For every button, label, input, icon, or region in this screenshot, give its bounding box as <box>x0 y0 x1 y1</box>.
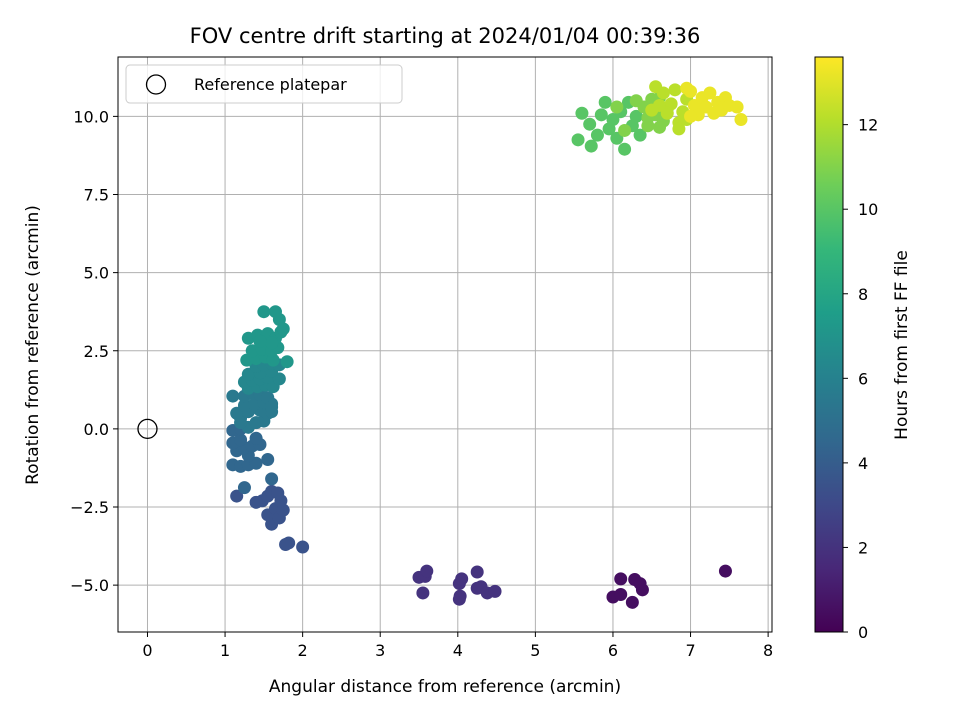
data-points <box>226 80 748 609</box>
colorbar-frame <box>814 56 844 633</box>
data-point <box>598 95 612 109</box>
grid <box>118 57 772 632</box>
data-point <box>265 336 279 350</box>
data-point <box>488 584 502 598</box>
data-point <box>656 86 670 100</box>
data-point <box>718 564 732 578</box>
x-tick-label: 4 <box>453 641 463 660</box>
colorbar-tick-label: 6 <box>858 369 868 388</box>
y-tick-label: 0.0 <box>84 420 109 439</box>
data-point <box>653 120 667 134</box>
data-point <box>684 109 698 123</box>
colorbar-tick-label: 4 <box>858 454 868 473</box>
data-point <box>703 86 717 100</box>
legend: Reference platepar <box>125 64 403 104</box>
data-point <box>618 123 632 137</box>
x-axis-label: Angular distance from reference (arcmin) <box>269 677 621 697</box>
y-axis-label: Rotation from reference (arcmin) <box>23 205 43 485</box>
data-point <box>416 586 430 600</box>
y-tick-label: 2.5 <box>84 342 109 361</box>
data-point <box>629 109 643 123</box>
y-axis-ticks: −5.0 −2.5 0.0 2.5 5.0 7.5 10.0 <box>70 107 118 595</box>
data-point <box>257 305 271 319</box>
y-tick-label: 5.0 <box>84 264 109 283</box>
plot-frame <box>117 56 773 633</box>
colorbar: 0 2 4 6 8 10 12 Hours from first FF file <box>814 56 912 642</box>
data-point <box>571 133 585 147</box>
colorbar-label: Hours from first FF file <box>892 250 912 440</box>
x-tick-label: 0 <box>142 641 152 660</box>
data-point <box>245 344 259 358</box>
data-point <box>614 588 628 601</box>
x-tick-label: 7 <box>685 641 695 660</box>
chart-title: FOV centre drift starting at 2024/01/04 … <box>190 24 701 48</box>
colorbar-tick-label: 12 <box>858 116 878 135</box>
data-point <box>633 128 647 142</box>
x-tick-label: 3 <box>375 641 385 660</box>
data-point <box>645 103 659 117</box>
colorbar-tick-label: 10 <box>858 200 878 219</box>
y-tick-label: 7.5 <box>84 186 109 205</box>
data-point <box>575 106 589 120</box>
data-point <box>594 108 608 122</box>
data-point <box>618 142 632 156</box>
data-point <box>265 472 279 486</box>
data-point <box>420 564 434 578</box>
data-point <box>455 572 469 586</box>
data-point <box>452 592 466 606</box>
y-tick-label: −5.0 <box>70 576 109 595</box>
data-point <box>583 117 597 131</box>
data-point <box>584 139 598 153</box>
data-point <box>249 495 263 509</box>
data-point <box>635 583 649 597</box>
colorbar-tick-label: 2 <box>858 538 868 557</box>
data-point <box>470 565 484 579</box>
data-point <box>590 128 604 142</box>
data-point <box>237 398 251 412</box>
colorbar-ticks: 0 2 4 6 8 10 12 <box>843 116 878 642</box>
y-tick-label: 10.0 <box>73 107 109 126</box>
data-point <box>261 453 275 466</box>
data-point <box>734 113 748 126</box>
legend-box <box>125 64 403 104</box>
data-point <box>672 122 686 136</box>
data-point <box>253 334 267 348</box>
data-point <box>280 355 294 369</box>
data-point <box>730 100 744 114</box>
data-point <box>296 540 310 554</box>
x-tick-label: 2 <box>298 641 308 660</box>
data-point <box>629 94 643 108</box>
reference-platepar-marker <box>137 418 158 440</box>
colorbar-tick-label: 8 <box>858 285 868 304</box>
reference-marker-layer <box>137 418 158 440</box>
legend-marker-icon <box>145 74 167 95</box>
data-point <box>237 481 251 495</box>
x-tick-label: 8 <box>763 641 773 660</box>
data-point <box>668 83 682 97</box>
data-point <box>680 81 694 95</box>
x-tick-label: 5 <box>530 641 540 660</box>
legend-label: Reference platepar <box>194 75 347 94</box>
data-point <box>234 433 248 447</box>
data-point <box>234 416 248 430</box>
data-point <box>276 322 290 336</box>
data-point <box>625 595 639 609</box>
data-point <box>249 431 263 445</box>
data-point <box>279 538 293 551</box>
x-axis-ticks: 0 1 2 3 4 5 6 7 8 <box>142 632 773 660</box>
data-point <box>265 400 279 414</box>
x-tick-label: 6 <box>608 641 618 660</box>
y-tick-label: −2.5 <box>70 498 109 517</box>
data-point <box>610 100 624 114</box>
data-point <box>614 572 628 586</box>
colorbar-gradient <box>815 57 843 632</box>
colorbar-tick-label: 0 <box>858 623 868 642</box>
data-point <box>226 389 240 403</box>
x-tick-label: 1 <box>220 641 230 660</box>
data-point <box>271 486 285 500</box>
data-point <box>230 489 244 503</box>
